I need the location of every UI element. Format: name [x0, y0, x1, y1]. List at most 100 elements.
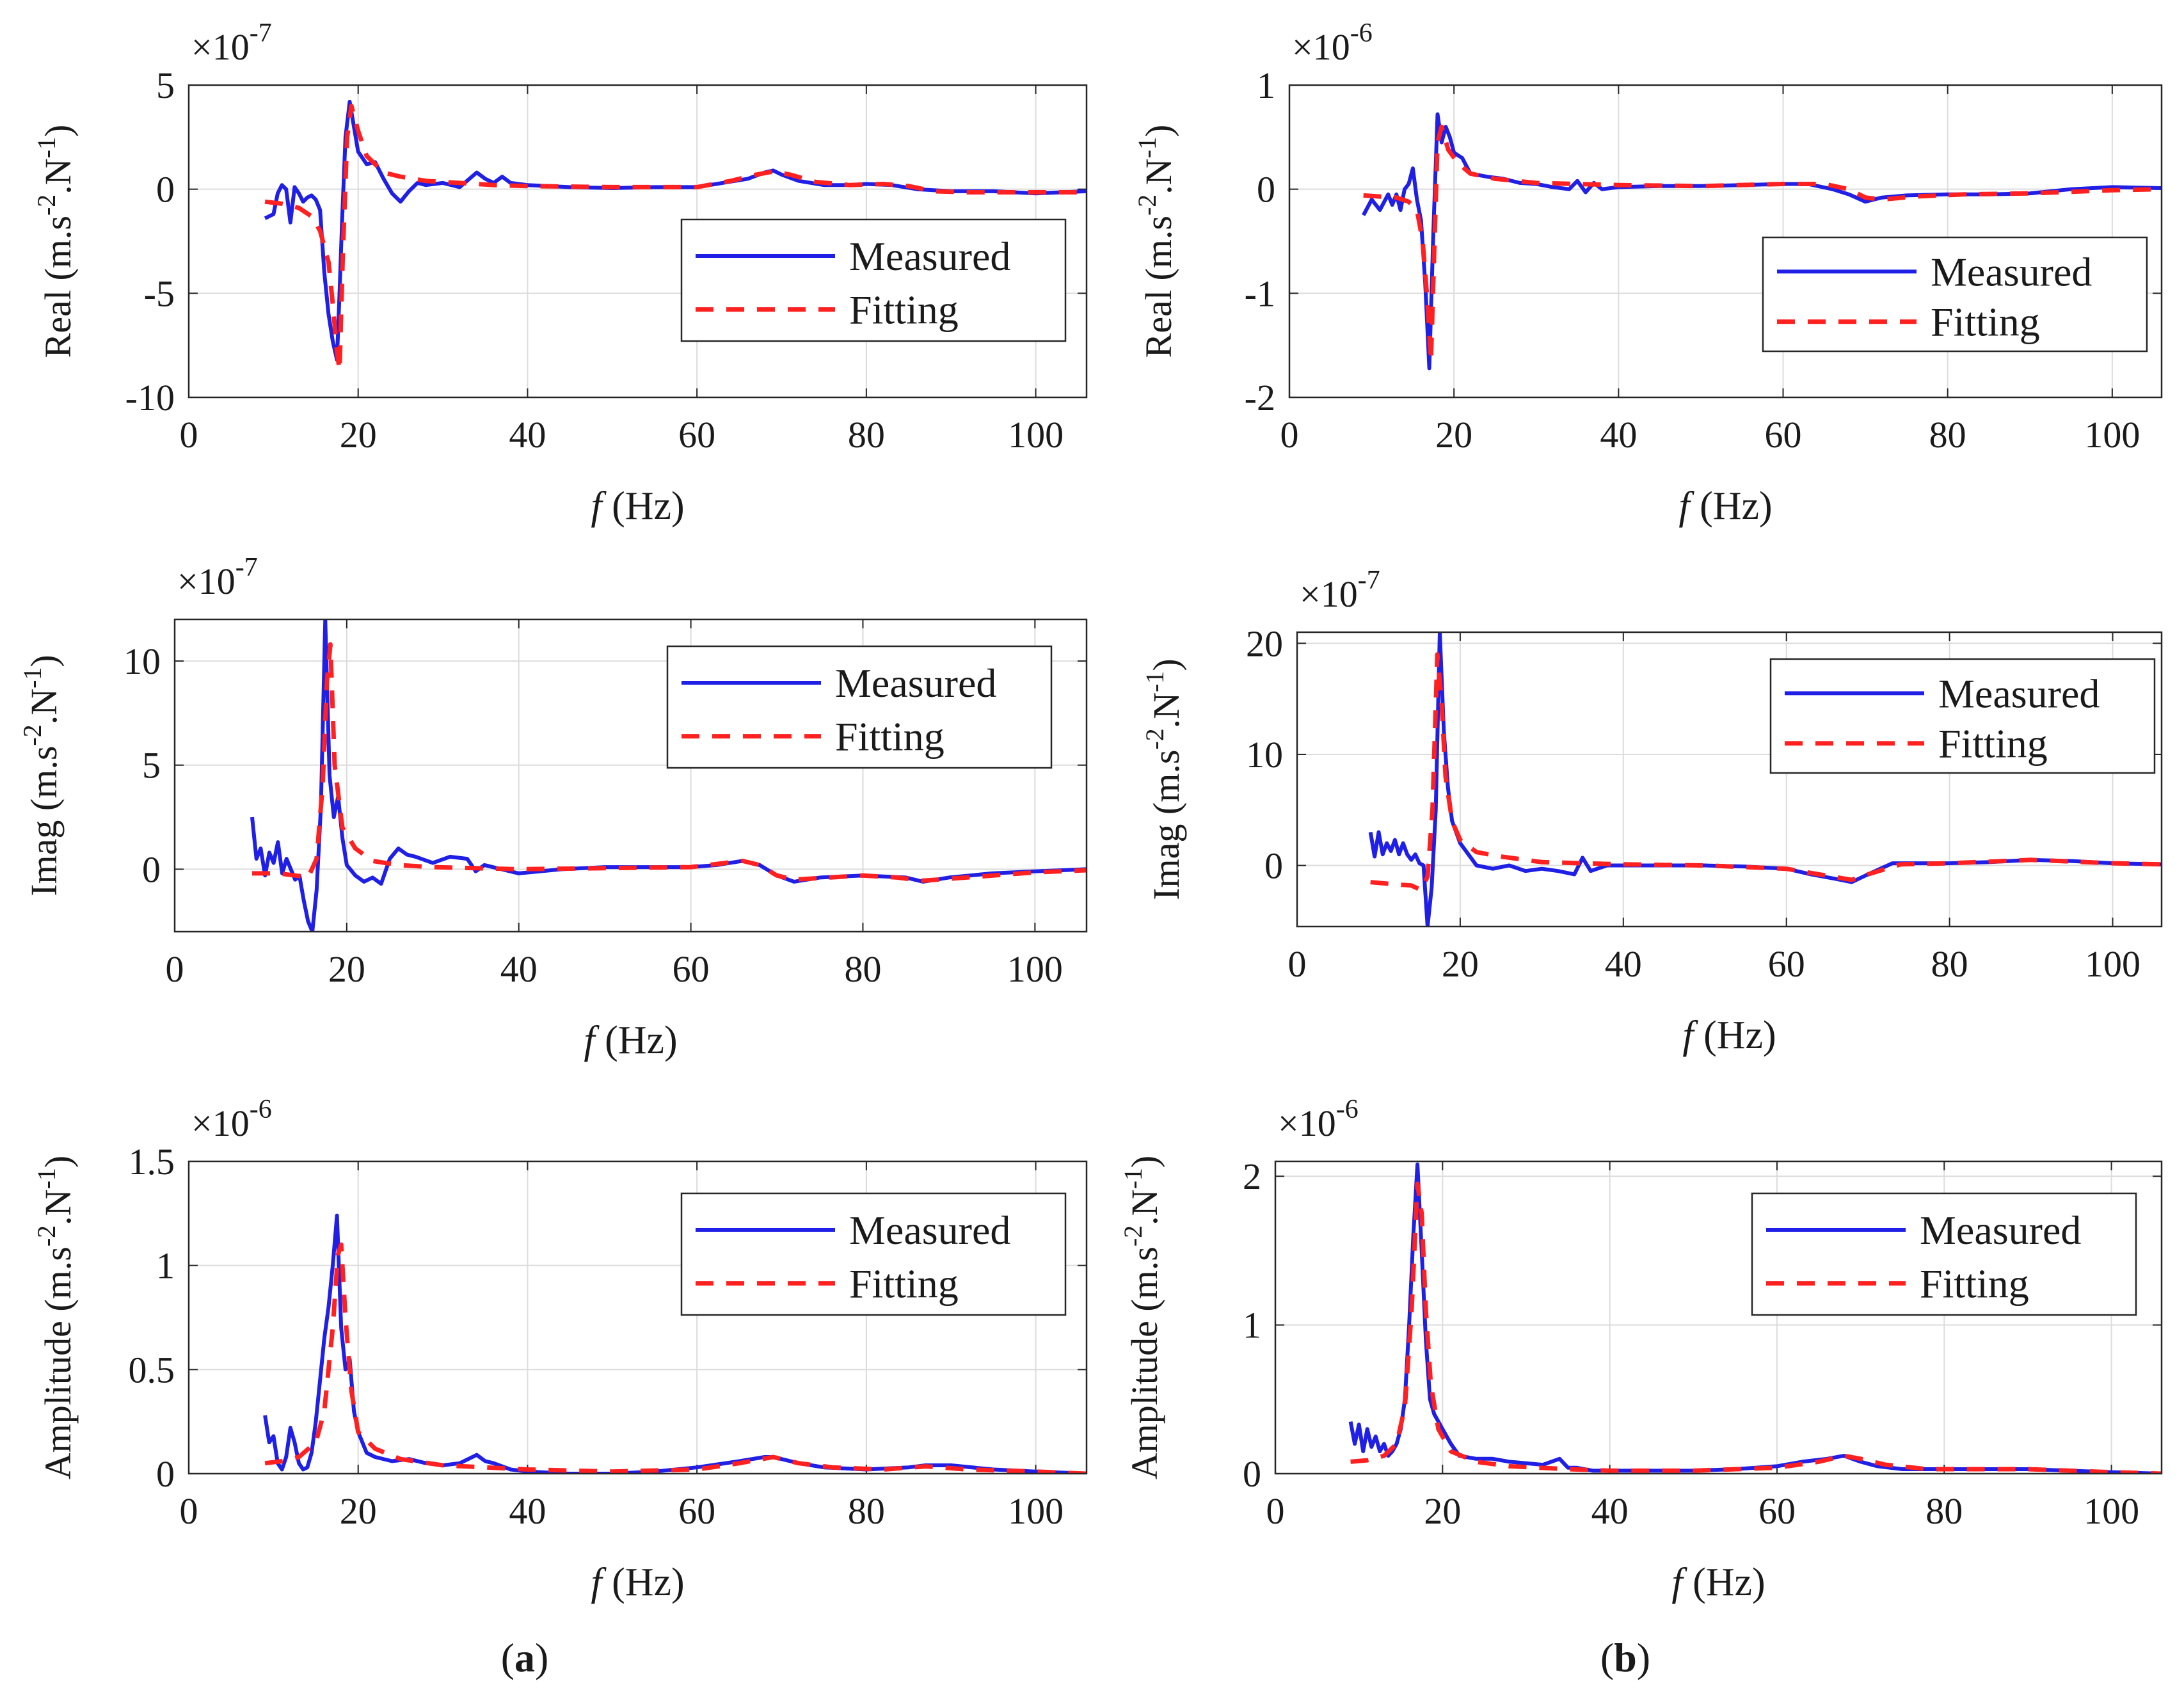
x-tick-label: 0 — [1288, 943, 1307, 985]
x-tick-label: 40 — [1605, 943, 1642, 985]
y-tick-label: 1 — [1257, 65, 1275, 106]
x-tick-label: 80 — [844, 948, 881, 990]
legend: Measured Fitting — [1751, 1192, 2137, 1316]
legend-label-fitting: Fitting — [849, 287, 959, 333]
y-tick-label: 0 — [142, 848, 161, 890]
x-tick-label: 0 — [180, 414, 198, 456]
x-tick-label: 20 — [1424, 1490, 1461, 1532]
y-axis-label: Amplitude (m.s-2.N-1) — [32, 1156, 79, 1479]
x-tick-label: 20 — [1442, 943, 1479, 985]
x-tick-label: 100 — [1008, 1490, 1064, 1532]
x-tick-label: 0 — [180, 1490, 198, 1532]
y-tick-label: 1 — [1243, 1305, 1261, 1346]
y-tick-label: 10 — [1246, 734, 1283, 776]
x-tick-label: 40 — [509, 1490, 546, 1532]
x-tick-label: 0 — [1266, 1490, 1285, 1532]
y-tick-label: -10 — [125, 377, 175, 418]
legend-box — [680, 1192, 1067, 1316]
y-tick-label: 0 — [1243, 1453, 1261, 1495]
series-line-fitting — [1350, 1181, 2162, 1474]
legend-label-measured: Measured — [849, 1207, 1010, 1253]
legend-label-fitting: Fitting — [835, 714, 945, 760]
chart-a-imag: 0 20 40 60 80 100 0 5 10 ×10-7 Imag (m.s-2.N-1) f (… — [18, 553, 1088, 1062]
legend-box — [666, 645, 1053, 769]
series-line-fitting — [1370, 652, 2162, 893]
caption-a-letter: a — [514, 1635, 535, 1680]
y-tick-label: 0 — [156, 169, 175, 211]
y-axis-label: Imag (m.s-2.N-1) — [1140, 658, 1187, 900]
series-line-measured — [1362, 112, 2162, 370]
x-tick-label: 0 — [1280, 414, 1299, 456]
x-tick-label: 100 — [1007, 948, 1063, 990]
x-tick-label: 80 — [1925, 1490, 1963, 1532]
x-tick-label: 80 — [1931, 943, 1968, 985]
x-axis-label: f (Hz) — [1671, 1561, 1765, 1604]
axes-frame — [1274, 1160, 2163, 1475]
x-tick-label: 80 — [848, 414, 885, 456]
caption-b-letter: b — [1614, 1635, 1637, 1680]
y-tick-label: 0.5 — [129, 1349, 175, 1390]
series-line-measured — [264, 100, 1087, 362]
legend-box — [680, 218, 1067, 342]
axes-frame — [187, 84, 1088, 399]
x-tick-label: 60 — [1765, 414, 1802, 456]
axes-frame — [1296, 631, 2163, 928]
x-tick-label: 60 — [1768, 943, 1805, 985]
legend-label-fitting: Fitting — [1931, 299, 2040, 345]
legend: Measured Fitting — [1762, 236, 2148, 353]
x-tick-label: 80 — [848, 1490, 885, 1532]
y-multiplier: ×10-6 — [191, 1095, 272, 1144]
legend-label-measured: Measured — [835, 660, 996, 706]
y-tick-label: 20 — [1246, 623, 1283, 664]
chart-a-amp: 0 20 40 60 80 100 0 0.5 1 1.5 ×10-6 Amplitude (m.s-… — [32, 1095, 1088, 1604]
y-tick-label: 2 — [1243, 1156, 1261, 1197]
chart-b-amp: 0 20 40 60 80 100 0 1 2 ×10-6 Amplitude (m.s-2.N-1… — [1119, 1095, 2163, 1604]
chart-b-imag: 0 20 40 60 80 100 0 10 20 ×10-7 Imag (m.s-2.N-1) f … — [1140, 566, 2163, 1057]
axes-frame — [1288, 84, 2163, 399]
y-multiplier: ×10-6 — [1278, 1095, 1359, 1144]
y-multiplier: ×10-7 — [177, 553, 258, 602]
axes-frame — [187, 1160, 1088, 1475]
x-axis-label: f (Hz) — [584, 1019, 677, 1062]
series-line-fitting — [1363, 124, 2162, 363]
y-multiplier: ×10-6 — [1292, 19, 1373, 68]
series-line-measured — [1348, 1162, 2162, 1474]
x-tick-label: 100 — [2084, 1490, 2139, 1532]
y-tick-label: -2 — [1245, 377, 1275, 418]
caption-b: (b) — [1600, 1635, 1650, 1680]
x-tick-label: 40 — [500, 948, 538, 990]
series-line-measured — [1368, 632, 2162, 927]
series-line-fitting — [252, 642, 1087, 883]
y-tick-label: 10 — [124, 641, 161, 682]
x-tick-label: 100 — [2084, 414, 2140, 456]
x-tick-label: 20 — [340, 1490, 377, 1532]
x-tick-label: 40 — [509, 414, 546, 456]
caption-a: (a) — [501, 1635, 549, 1680]
legend-box — [1769, 658, 2156, 774]
x-axis-label: f (Hz) — [591, 484, 684, 528]
legend: Measured Fitting — [680, 218, 1067, 342]
y-tick-label: 1 — [156, 1245, 175, 1287]
x-tick-label: 20 — [1435, 414, 1472, 456]
legend: Measured Fitting — [680, 1192, 1067, 1316]
legend: Measured Fitting — [666, 645, 1053, 769]
legend-label-fitting: Fitting — [1920, 1261, 2029, 1307]
x-tick-label: 40 — [1600, 414, 1637, 456]
legend-label-measured: Measured — [1931, 249, 2092, 294]
y-tick-label: -5 — [144, 273, 175, 314]
x-tick-label: 0 — [166, 948, 184, 990]
x-tick-label: 20 — [328, 948, 365, 990]
y-tick-label: -1 — [1245, 273, 1275, 314]
y-tick-label: 1.5 — [129, 1141, 175, 1182]
legend-box — [1751, 1192, 2137, 1316]
legend-box — [1762, 236, 2148, 353]
x-tick-label: 80 — [1929, 414, 1966, 456]
legend-label-measured: Measured — [1938, 671, 2100, 716]
y-multiplier: ×10-7 — [191, 19, 272, 68]
y-tick-label: 0 — [1257, 169, 1275, 211]
y-tick-label: 0 — [156, 1453, 175, 1495]
legend-label-measured: Measured — [1920, 1207, 2081, 1253]
axes-frame — [173, 618, 1088, 933]
x-tick-label: 60 — [1758, 1490, 1796, 1532]
